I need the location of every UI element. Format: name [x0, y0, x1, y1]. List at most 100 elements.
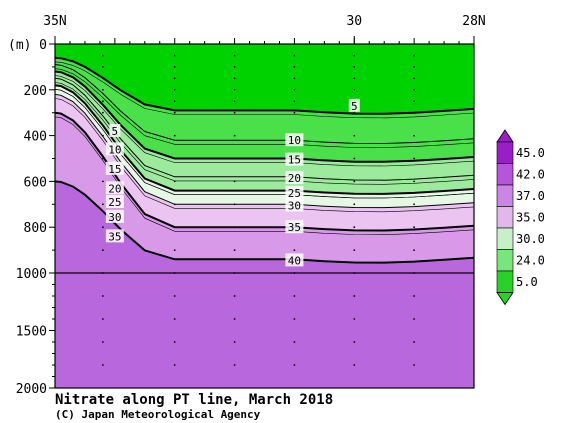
sample-dot	[173, 226, 176, 229]
contour-label-bg	[285, 198, 304, 212]
contour-label: 15	[108, 163, 121, 176]
sample-dot	[233, 54, 236, 57]
sample-dot	[293, 341, 296, 343]
sample-dot	[102, 77, 104, 80]
contour-label: 25	[288, 187, 301, 200]
sample-dot	[173, 341, 176, 343]
contour-line-minor	[55, 61, 474, 119]
contour-label: 5	[112, 125, 119, 138]
sample-dot	[293, 364, 296, 366]
colorbar-bottom-cap	[496, 292, 514, 306]
sample-dot	[233, 203, 236, 206]
sample-dot	[353, 295, 356, 297]
sample-dot	[353, 134, 356, 137]
sample-dot	[353, 111, 356, 114]
contour-line-20	[55, 77, 474, 181]
sample-dot	[413, 134, 415, 137]
y-tick-label: 200	[24, 84, 47, 99]
sample-dot	[233, 88, 236, 91]
contour-label: 20	[288, 172, 301, 185]
contour-label-bg	[285, 152, 304, 166]
y-axis-label: (m)	[8, 38, 31, 53]
sample-dot	[173, 203, 176, 206]
sample-dot	[102, 203, 104, 206]
sample-dot	[293, 54, 296, 57]
sample-dot	[353, 157, 356, 160]
contour-label-bg	[285, 133, 304, 147]
sample-dot	[353, 203, 356, 206]
colorbar: 45.0 42.0 37.0 35.0 30.0 24.0 5.0	[496, 129, 545, 306]
contour-label: 25	[108, 196, 121, 209]
sample-dot	[413, 77, 415, 80]
sample-dot	[102, 180, 104, 183]
colorbar-label: 45.0	[516, 146, 545, 160]
x-tick-label: 28N	[462, 14, 485, 29]
contour-label: 40	[288, 254, 301, 267]
contour-label: 35	[288, 221, 301, 234]
contour-label-bg	[348, 98, 360, 112]
sample-dot	[102, 226, 104, 229]
sample-dot	[233, 318, 236, 320]
contour-line-minor	[55, 98, 474, 213]
sample-dot	[102, 66, 104, 68]
y-tick-label: 1500	[16, 325, 47, 340]
sample-dot	[413, 88, 415, 91]
sample-dot	[173, 157, 176, 160]
sample-dot	[102, 272, 104, 274]
fill-band-5	[55, 44, 474, 114]
contour-label-bg	[105, 161, 124, 175]
colorbar-segment	[496, 227, 514, 250]
sample-dot	[233, 226, 236, 229]
sample-dot	[173, 77, 176, 80]
colorbar-segment	[496, 141, 514, 164]
sample-dot	[353, 226, 356, 229]
sample-dots-layer	[102, 54, 415, 366]
sample-dot	[173, 364, 176, 366]
contour-label-bg	[105, 181, 124, 195]
sample-dot	[353, 180, 356, 183]
y-tick-label: 600	[24, 175, 47, 190]
colorbar-segment	[496, 184, 514, 207]
sample-dot	[353, 364, 356, 366]
axes-layer: 35N 30 28N 0 200 400 600 800 1000 1500 2000 (m)	[8, 14, 486, 397]
sample-dot	[353, 272, 356, 274]
sample-dot	[413, 180, 415, 183]
contour-line-40	[55, 180, 474, 264]
sample-dot	[413, 157, 415, 160]
sample-dot	[413, 203, 415, 206]
contour-label-bg	[285, 170, 304, 184]
contour-label: 20	[108, 182, 121, 195]
contour-line-30	[55, 93, 474, 209]
sample-dot	[102, 54, 104, 57]
contour-label: 10	[288, 134, 301, 147]
contour-line-35	[55, 111, 474, 232]
contour-line-minor	[55, 75, 474, 167]
sample-dot	[173, 180, 176, 183]
sample-dot	[353, 249, 356, 252]
contour-label-bg	[105, 229, 124, 243]
sample-dot	[173, 100, 176, 103]
sample-dot	[293, 111, 296, 114]
sample-dot	[173, 66, 176, 68]
sample-dot	[233, 180, 236, 183]
sample-dot	[413, 111, 415, 114]
contour-label: 30	[108, 211, 121, 224]
sample-dot	[233, 364, 236, 366]
sample-dot	[413, 54, 415, 57]
contour-label: 10	[108, 143, 121, 156]
contour-line-minor	[55, 89, 474, 199]
sample-dot	[233, 100, 236, 103]
colorbar-top-cap	[496, 129, 514, 143]
contour-line-minor	[55, 82, 474, 185]
sample-dot	[233, 272, 236, 274]
sample-dot	[102, 295, 104, 297]
colorbar-label: 30.0	[516, 232, 545, 246]
sample-dot	[413, 272, 415, 274]
colorbar-segment	[496, 163, 514, 186]
sample-dot	[353, 88, 356, 91]
contour-label-bg	[109, 124, 121, 138]
sample-dot	[102, 318, 104, 320]
sample-dot	[293, 77, 296, 80]
x-tick-label: 30	[346, 14, 362, 29]
sample-dot	[102, 88, 104, 91]
